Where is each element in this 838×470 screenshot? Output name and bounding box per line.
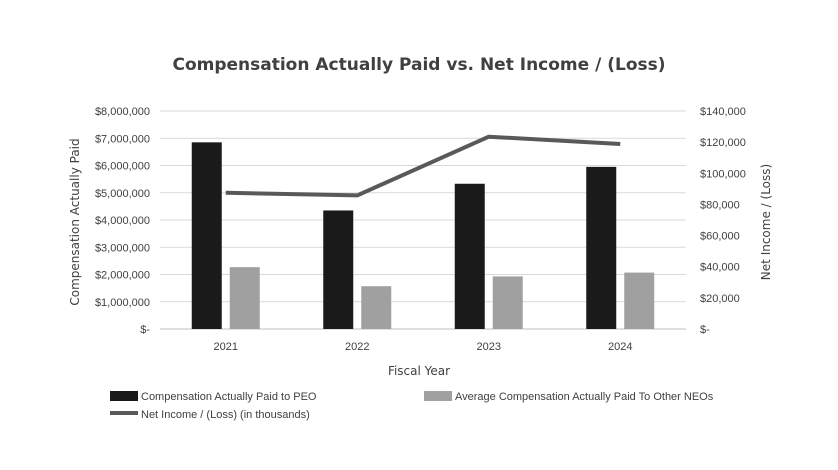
y-tick-label: $5,000,000 <box>95 188 150 200</box>
legend-swatch-other-neos <box>424 391 452 401</box>
y2-tick-label: $140,000 <box>700 106 746 118</box>
y-tick-label: $6,000,000 <box>95 161 150 173</box>
x-tick-label: 2021 <box>214 341 238 353</box>
y2-tick-label: $100,000 <box>700 168 746 180</box>
legend-label-other-neos: Average Compensation Actually Paid To Ot… <box>455 391 714 403</box>
x-tick-label: 2023 <box>477 341 501 353</box>
y2-tick-label: $20,000 <box>700 293 740 305</box>
y-tick-label: $1,000,000 <box>95 297 150 309</box>
y-axis-ticks: $- $1,000,000 $2,000,000 $3,000,000 $4,000,0… <box>95 106 150 336</box>
bar-other-neos-2024 <box>624 272 655 329</box>
bar-other-neos-2023 <box>492 276 523 329</box>
y-tick-label: $4,000,000 <box>95 215 150 227</box>
y-axis-title: Compensation Actually Paid <box>68 138 82 305</box>
x-tick-label: 2024 <box>608 341 632 353</box>
y2-tick-label: $80,000 <box>700 199 740 211</box>
y-tick-label: $3,000,000 <box>95 242 150 254</box>
y2-axis-title: Net Income / (Loss) <box>759 164 773 280</box>
legend-swatch-peo <box>110 391 138 401</box>
bars <box>191 142 655 329</box>
x-tick-label: 2022 <box>345 341 369 353</box>
legend-label-net-income: Net Income / (Loss) (in thousands) <box>141 409 310 421</box>
bar-other-neos-2021 <box>229 267 260 329</box>
bar-peo-2024 <box>586 166 617 329</box>
y2-tick-label: $120,000 <box>700 137 746 149</box>
x-axis-ticks: 2021 2022 2023 2024 <box>214 341 633 353</box>
net-income-line-path <box>225 134 621 198</box>
y2-axis-ticks: $- $20,000 $40,000 $60,000 $80,000 $100,000 $1… <box>700 106 746 336</box>
y2-tick-label: $- <box>700 324 710 336</box>
bar-peo-2022 <box>323 210 354 329</box>
chart-title: Compensation Actually Paid vs. Net Incom… <box>172 55 665 75</box>
legend-label-peo: Compensation Actually Paid to PEO <box>141 391 317 403</box>
y2-tick-label: $60,000 <box>700 231 740 243</box>
x-axis-title: Fiscal Year <box>388 364 450 378</box>
bar-peo-2023 <box>454 183 485 329</box>
y2-tick-label: $40,000 <box>700 262 740 274</box>
y-tick-label: $7,000,000 <box>95 133 150 145</box>
legend: Compensation Actually Paid to PEO Averag… <box>110 391 714 421</box>
bar-other-neos-2022 <box>361 286 392 329</box>
y-tick-label: $2,000,000 <box>95 270 150 282</box>
y-tick-label: $- <box>140 324 150 336</box>
net-income-line <box>225 134 621 198</box>
bar-peo-2021 <box>191 142 222 329</box>
y-tick-label: $8,000,000 <box>95 106 150 118</box>
